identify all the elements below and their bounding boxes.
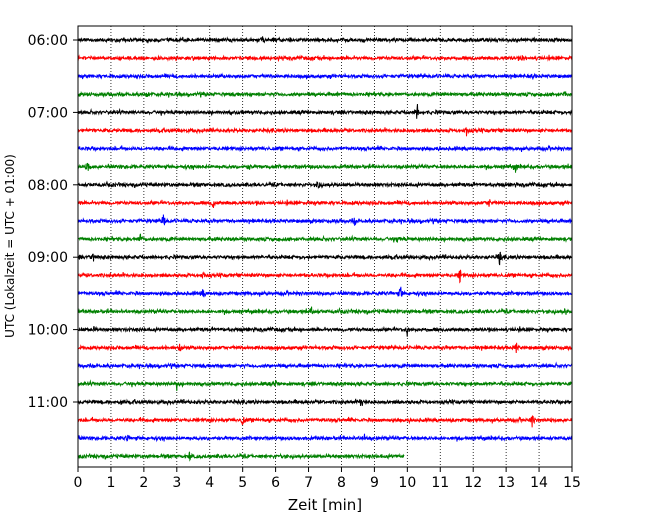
x-tick-label: 10 xyxy=(398,475,416,491)
trace-line xyxy=(78,270,572,282)
trace-line xyxy=(78,55,572,61)
trace-line xyxy=(78,343,572,353)
trace-line xyxy=(78,104,572,119)
trace-line xyxy=(78,287,572,297)
trace-line xyxy=(78,199,572,208)
trace-line xyxy=(78,74,572,80)
x-tick-label: 11 xyxy=(431,475,449,491)
x-tick-label: 5 xyxy=(238,475,247,491)
y-tick-label: 08:00 xyxy=(28,178,68,194)
trace-line xyxy=(78,452,404,460)
trace-line xyxy=(78,127,572,136)
trace-line xyxy=(78,326,572,337)
x-tick-label: 8 xyxy=(337,475,346,491)
trace-line xyxy=(78,163,572,173)
trace-line xyxy=(78,36,572,43)
x-tick-label: 7 xyxy=(304,475,313,491)
trace-line xyxy=(78,416,572,428)
trace-line xyxy=(78,234,572,243)
x-tick-label: 15 xyxy=(563,475,581,491)
y-tick-label: 07:00 xyxy=(28,105,68,121)
y-tick-label: 06:00 xyxy=(28,33,68,49)
trace-line xyxy=(78,399,572,406)
trace-line xyxy=(78,253,572,266)
x-tick-label: 2 xyxy=(139,475,148,491)
trace-line xyxy=(78,145,572,152)
x-axis-ticks: 0123456789101112131415 xyxy=(74,467,581,491)
x-tick-label: 1 xyxy=(106,475,115,491)
trace-line xyxy=(78,307,572,315)
trace-line xyxy=(78,380,572,391)
x-tick-label: 0 xyxy=(74,475,83,491)
x-tick-label: 6 xyxy=(271,475,280,491)
x-axis-label: Zeit [min] xyxy=(288,496,362,514)
y-tick-label: 09:00 xyxy=(28,250,68,266)
y-axis-label: UTC (Lokalzeit = UTC + 01:00) xyxy=(3,154,17,338)
trace-line xyxy=(78,214,572,225)
x-tick-label: 4 xyxy=(205,475,214,491)
x-tick-label: 14 xyxy=(530,475,548,491)
x-tick-label: 3 xyxy=(172,475,181,491)
x-tick-label: 13 xyxy=(497,475,515,491)
x-tick-label: 12 xyxy=(464,475,482,491)
trace-line xyxy=(78,363,572,369)
trace-line xyxy=(78,91,572,97)
y-tick-label: 11:00 xyxy=(28,395,68,411)
seismogram-traces xyxy=(78,36,572,460)
y-axis-ticks: 06:00 07:00 08:00 09:00 10:00 11:00 xyxy=(28,33,78,411)
y-tick-label: 10:00 xyxy=(28,323,68,339)
trace-line xyxy=(78,434,572,442)
x-tick-label: 9 xyxy=(370,475,379,491)
trace-line xyxy=(78,182,572,188)
